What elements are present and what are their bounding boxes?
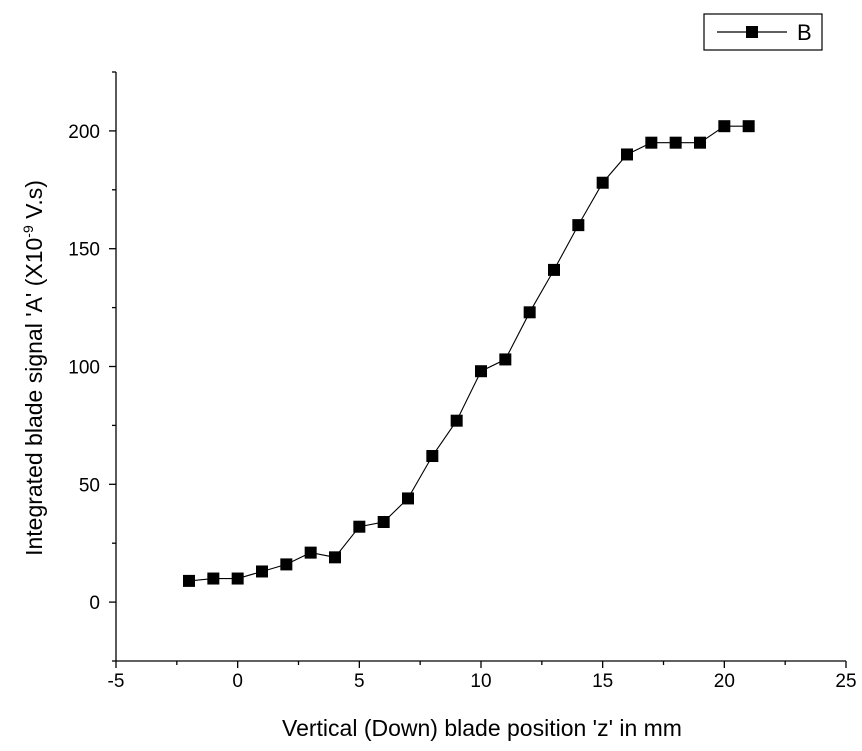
y-tick-label: 100 [68, 358, 100, 379]
y-axis-title-main: Integrated blade signal 'A' (X10 [21, 238, 47, 556]
x-tick-label: 25 [835, 671, 856, 692]
data-point [377, 515, 390, 528]
data-point [475, 365, 487, 378]
series-layer [183, 120, 755, 587]
data-point [207, 572, 220, 585]
y-tick-label: 150 [68, 240, 100, 261]
data-point [231, 572, 244, 585]
x-tick-label: 15 [592, 671, 613, 692]
data-point [645, 136, 658, 149]
data-point [718, 120, 731, 133]
data-point [183, 574, 195, 587]
data-point [280, 558, 293, 571]
data-point [523, 306, 536, 319]
data-point [402, 492, 414, 505]
x-tick-label: 0 [232, 671, 243, 692]
x-tick-label: -5 [108, 671, 125, 692]
data-point [256, 565, 268, 578]
y-axis-title-exponent: -9 [20, 225, 36, 238]
x-tick-label: 5 [354, 671, 365, 692]
x-tick-label: 20 [714, 671, 735, 692]
data-point [499, 353, 512, 366]
x-tick-label: 10 [470, 671, 491, 692]
data-point [353, 520, 366, 533]
x-axis-title: Vertical (Down) blade position 'z' in mm [282, 715, 682, 741]
legend: B [703, 13, 823, 51]
data-point [426, 450, 439, 463]
data-point [329, 551, 341, 564]
y-axis-title: Integrated blade signal 'A' (X10-9 V.s) [20, 180, 47, 556]
series-line-B [188, 125, 749, 582]
data-point [621, 148, 633, 161]
y-tick-label: 50 [79, 475, 100, 496]
ticks: -5 0 5 10 15 20 25 0 50 100 150 200 [68, 71, 857, 692]
data-point [742, 120, 755, 133]
legend-marker [746, 26, 758, 38]
data-point [694, 136, 706, 149]
y-tick-label: 0 [89, 593, 100, 614]
y-tick-label: 200 [68, 122, 100, 143]
data-point [572, 219, 585, 232]
data-point [596, 176, 609, 189]
legend-label: B [797, 20, 812, 45]
data-point [669, 136, 682, 149]
data-point [304, 546, 317, 559]
data-point [548, 263, 560, 276]
data-point [450, 414, 463, 427]
y-axis-title-tail: V.s) [21, 180, 47, 225]
